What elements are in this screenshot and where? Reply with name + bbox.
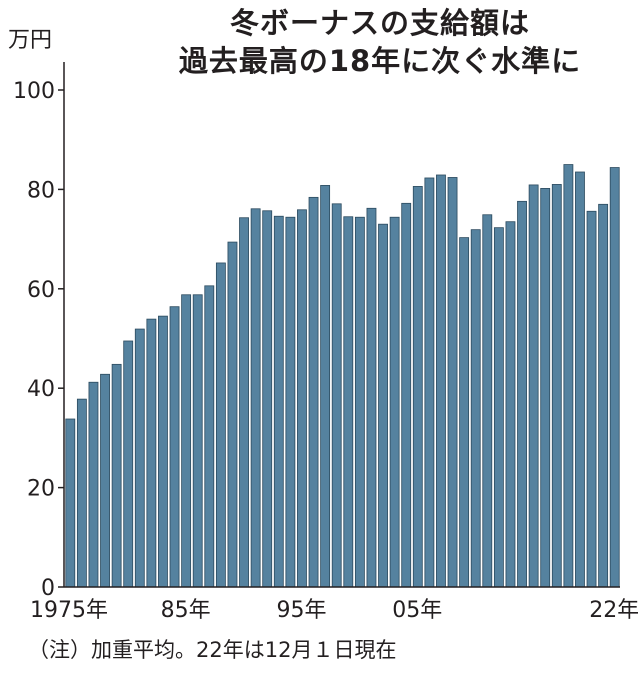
y-tick-label-0: 0 <box>41 576 55 601</box>
bar-2011 <box>482 214 493 588</box>
x-tick-label-1995: 95年 <box>276 598 326 623</box>
bar-1987 <box>204 285 215 588</box>
bar-1980 <box>123 340 134 588</box>
bar-2000 <box>354 216 365 588</box>
bar-2009 <box>459 237 470 588</box>
bar-2013 <box>505 221 516 588</box>
bar-1975 <box>65 418 76 588</box>
bar-1998 <box>331 203 342 588</box>
y-tick-label-100: 100 <box>13 79 55 104</box>
bar-2012 <box>493 227 504 588</box>
x-tick-label-1985: 85年 <box>161 598 211 623</box>
bar-1984 <box>169 306 180 588</box>
bar-1989 <box>227 241 238 588</box>
bar-1977 <box>88 381 99 588</box>
bar-2007 <box>436 174 446 588</box>
y-tick-label-40: 40 <box>27 377 55 402</box>
footnote: （注）加重平均。22年は12月１日現在 <box>28 638 397 662</box>
bar-1982 <box>146 318 157 588</box>
bar-2001 <box>366 207 377 588</box>
bar-2015 <box>528 184 539 588</box>
bar-2014 <box>517 200 527 588</box>
bar-1978 <box>100 373 110 588</box>
y-axis-unit-label: 万円 <box>8 28 53 53</box>
bar-1991 <box>250 208 261 588</box>
x-tick-label-1975: 1975年 <box>30 598 108 623</box>
bar-2021 <box>598 203 609 588</box>
chart-title-line-2: 過去最高の18年に次ぐ水準に <box>178 44 582 78</box>
y-axis-ticks: 0 20 40 60 80 100 <box>13 79 64 601</box>
y-tick-label-80: 80 <box>27 178 55 203</box>
bar-1993 <box>273 215 284 588</box>
bars-group <box>65 164 620 588</box>
bar-2003 <box>389 216 400 588</box>
bar-1997 <box>320 185 331 588</box>
x-axis-ticks: 1975年 85年 95年 05年 22年 <box>30 598 638 623</box>
bar-2006 <box>424 177 435 588</box>
bar-2016 <box>540 188 551 588</box>
bar-2018 <box>563 164 574 588</box>
bar-2010 <box>470 229 481 588</box>
y-tick-label-60: 60 <box>27 278 55 303</box>
bar-2017 <box>551 184 562 588</box>
chart-title-line-1: 冬ボーナスの支給額は <box>229 6 530 40</box>
bar-2019 <box>575 171 585 588</box>
bar-1981 <box>134 328 145 588</box>
bar-1992 <box>262 210 273 588</box>
bar-1999 <box>343 216 354 588</box>
x-tick-label-2005: 05年 <box>392 598 442 623</box>
bar-1995 <box>297 209 307 588</box>
bar-1976 <box>76 398 87 588</box>
bar-1988 <box>215 262 226 588</box>
bar-1990 <box>239 217 249 588</box>
bar-2005 <box>412 186 423 588</box>
bar-1983 <box>158 315 168 588</box>
y-tick-label-20: 20 <box>27 477 55 502</box>
bar-1979 <box>111 363 122 588</box>
bar-2020 <box>586 210 597 588</box>
bar-1986 <box>192 294 203 588</box>
bar-1985 <box>181 294 192 588</box>
bar-2002 <box>378 223 388 588</box>
bar-2008 <box>447 177 458 588</box>
bar-2004 <box>401 202 412 588</box>
bar-1994 <box>285 216 296 588</box>
bar-1996 <box>308 196 319 588</box>
bar-2022 <box>609 167 620 588</box>
x-tick-label-2022: 22年 <box>589 598 638 623</box>
